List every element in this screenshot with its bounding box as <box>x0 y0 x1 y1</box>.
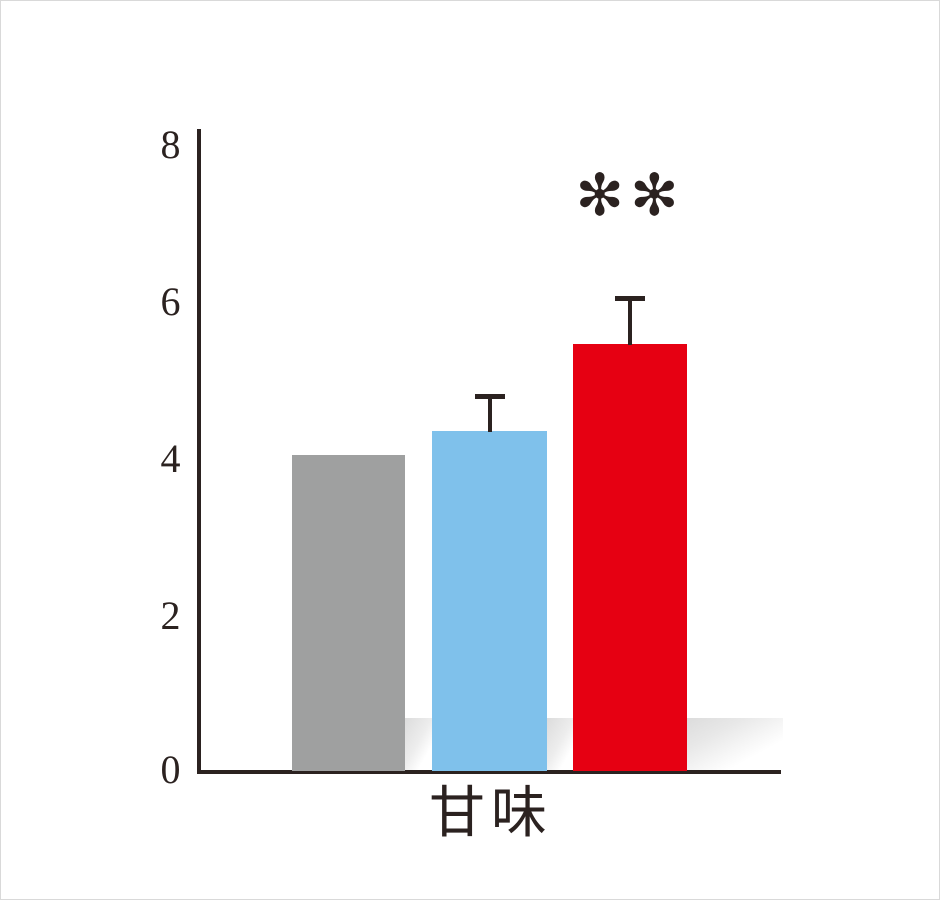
x-axis-line <box>197 770 781 774</box>
y-tick-label-0: 0 <box>160 747 181 792</box>
y-tick-label-2: 2 <box>160 593 181 638</box>
bar-lightblue-body <box>432 431 547 771</box>
error-bar-red <box>573 296 687 345</box>
y-tick-label-4: 4 <box>160 436 181 481</box>
bar-lightblue[interactable] <box>432 431 547 771</box>
bar-gray[interactable] <box>292 455 405 771</box>
bar-red[interactable] <box>573 344 687 771</box>
error-bar-lightblue-cap <box>474 394 505 399</box>
bar-shadow-gray <box>405 718 435 770</box>
bar-shadow-red <box>687 718 783 770</box>
error-bar-lightblue <box>432 394 547 432</box>
bar-red-body <box>573 344 687 771</box>
y-axis-line <box>197 129 201 774</box>
x-axis-category-label: 甘味 <box>429 781 553 846</box>
error-bar-red-stem <box>628 298 632 345</box>
significance-marker: ✻✻ <box>575 161 685 229</box>
y-tick-label-8: 8 <box>160 122 181 167</box>
bar-gray-body <box>292 455 405 771</box>
y-tick-label-6: 6 <box>160 279 181 324</box>
error-bar-red-cap <box>615 296 645 301</box>
error-bar-lightblue-stem <box>487 396 492 432</box>
